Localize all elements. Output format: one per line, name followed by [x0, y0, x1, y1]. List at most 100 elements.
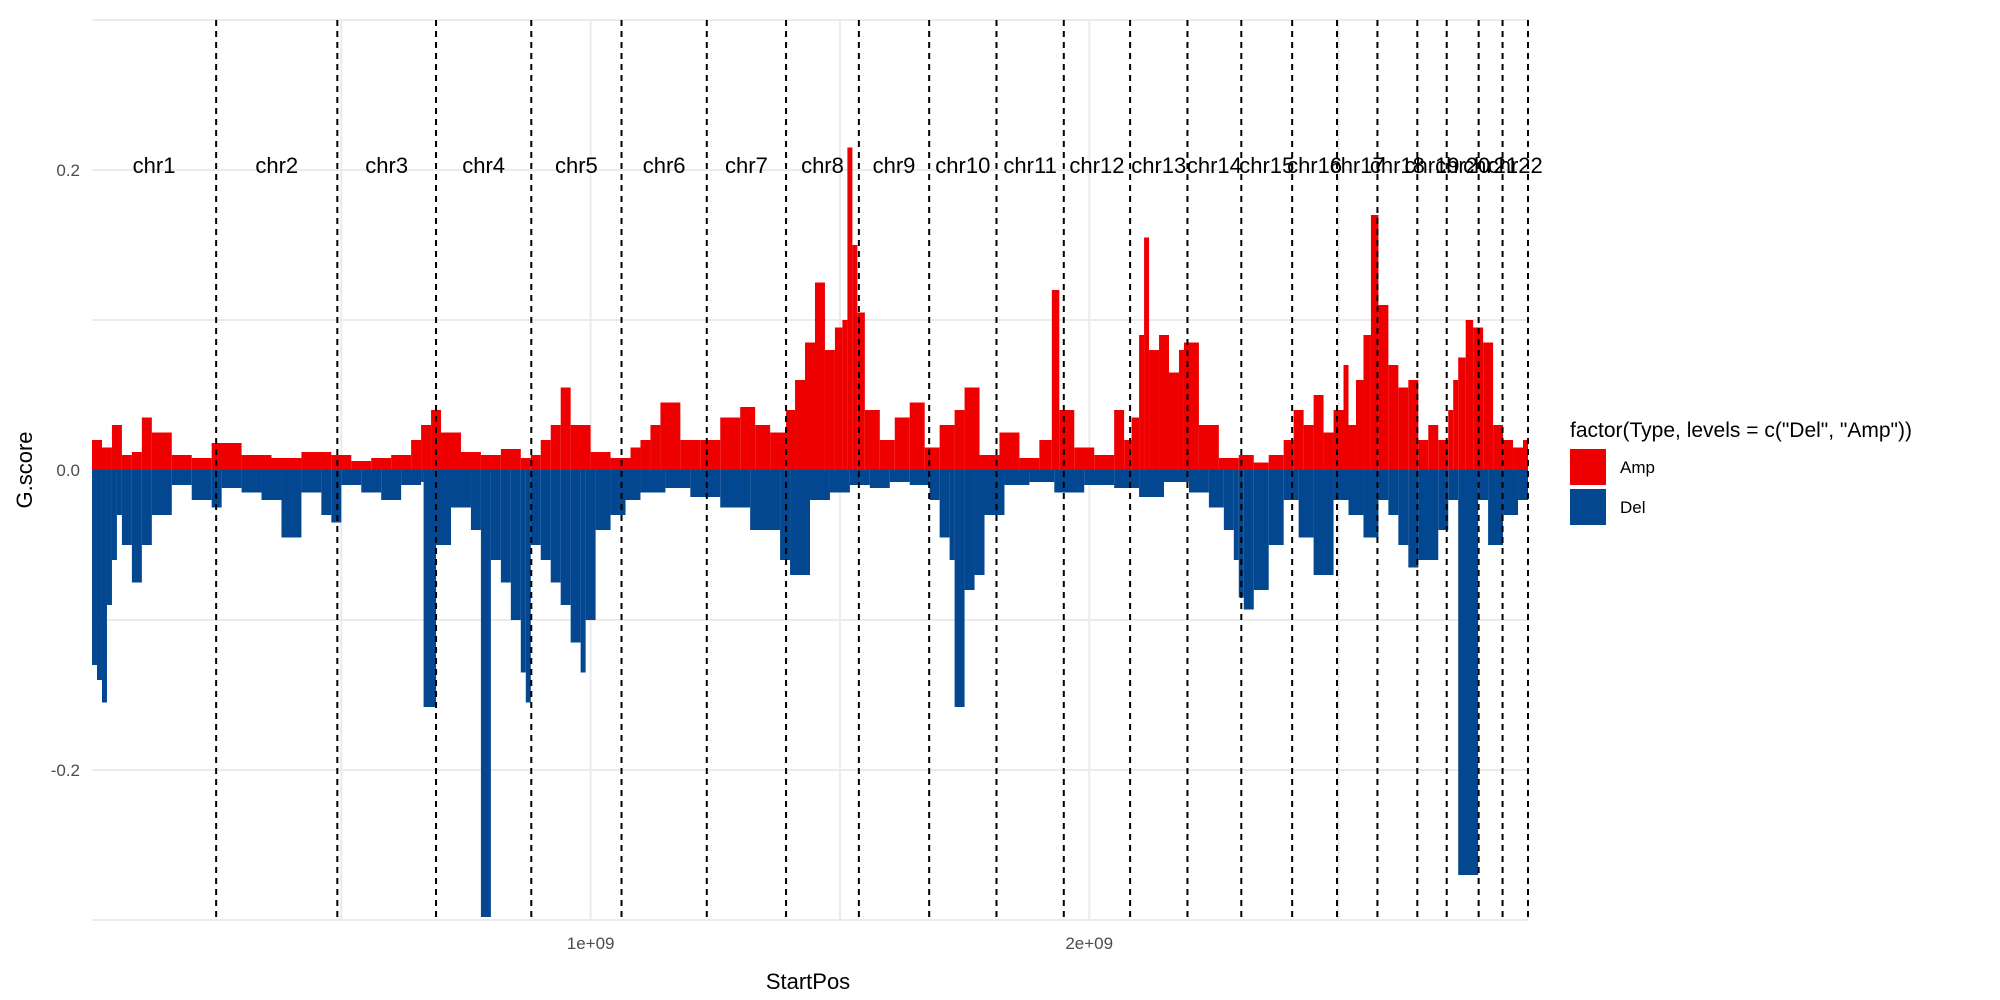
del-bar: [1313, 470, 1334, 575]
amp-bar: [1144, 237, 1150, 470]
del-bar: [191, 470, 212, 500]
legend-swatch: [1570, 449, 1606, 485]
legend-label: Del: [1620, 498, 1646, 517]
amp-bar: [241, 455, 272, 470]
amp-bar: [460, 452, 481, 470]
chromosome-label: chr15: [1239, 153, 1294, 178]
del-bar: [595, 470, 611, 530]
chromosome-label: chr5: [555, 153, 598, 178]
amp-bar: [1124, 440, 1132, 470]
y-axis-ticks: -0.2 0.0 0.2: [51, 161, 80, 780]
amp-bar: [1114, 410, 1125, 470]
del-bar: [1378, 470, 1389, 500]
amp-bar: [770, 432, 787, 470]
del-bar: [984, 470, 1005, 515]
chromosome-label: chr16: [1287, 153, 1342, 178]
chromosome-label: chr7: [725, 153, 768, 178]
del-bar: [111, 470, 117, 560]
amp-bar: [121, 455, 132, 470]
x-tick-label: 2e+09: [1065, 934, 1113, 953]
chromosome-label: chr18: [1370, 153, 1425, 178]
del-bar: [116, 470, 122, 515]
del-bar: [510, 470, 521, 620]
amp-bar: [660, 402, 681, 470]
amp-bar: [1513, 447, 1524, 470]
amp-bar: [1159, 335, 1169, 470]
amp-bar: [1418, 440, 1429, 470]
del-bar: [96, 470, 102, 680]
del-bar: [790, 470, 810, 575]
x-axis-ticks: 1e+09 2e+09: [567, 934, 1113, 953]
del-bar: [421, 470, 424, 482]
del-bar: [964, 470, 975, 590]
amp-bar: [1333, 410, 1344, 470]
amp-bar: [864, 410, 880, 470]
amp-bar: [1408, 380, 1419, 470]
amp-bar: [740, 407, 756, 470]
amp-bar: [755, 425, 771, 470]
del-bar: [321, 470, 332, 515]
amp-bar: [1493, 425, 1504, 470]
del-bar: [849, 470, 870, 485]
amp-bar: [814, 282, 825, 470]
del-bar: [92, 470, 97, 665]
amp-bars: [92, 147, 1528, 470]
amp-bar: [1388, 365, 1399, 470]
chromosome-labels: chr1 chr2 chr3 chr4 chr5 chr6 chr7 chr8 chr9 chr1…: [133, 153, 1543, 178]
amp-bar: [1139, 335, 1145, 470]
del-bar: [1233, 470, 1239, 560]
del-bar: [211, 470, 222, 508]
amp-bar: [101, 447, 112, 470]
del-bar: [625, 470, 641, 500]
amp-bar: [1074, 447, 1095, 470]
amp-bar: [480, 455, 501, 470]
del-bar: [1298, 470, 1314, 538]
amp-bar: [720, 417, 741, 470]
del-bar: [490, 470, 501, 560]
chromosome-label: chr14: [1187, 153, 1242, 178]
del-bar: [401, 470, 422, 485]
amp-bar: [520, 458, 531, 470]
amp-bar: [805, 342, 815, 470]
amp-bar: [191, 458, 212, 470]
amp-bar: [590, 452, 611, 470]
del-bar: [1268, 470, 1284, 545]
del-bar: [451, 470, 471, 508]
amp-bar: [331, 455, 352, 470]
amp-bar: [1051, 290, 1060, 470]
del-bar: [610, 470, 626, 515]
amp-bar: [1198, 425, 1219, 470]
amp-bar: [1303, 425, 1314, 470]
amp-bar: [1131, 417, 1140, 470]
del-bar: [1448, 470, 1459, 500]
amp-bar: [1019, 458, 1040, 470]
del-bar: [436, 470, 451, 545]
amp-bar: [411, 440, 422, 470]
amp-bar: [560, 387, 571, 470]
del-bar: [540, 470, 551, 560]
del-bar: [1458, 470, 1479, 875]
amp-bar: [847, 147, 853, 470]
amp-bar: [1378, 305, 1389, 470]
chromosome-label: chr17: [1330, 153, 1385, 178]
del-bar: [151, 470, 172, 515]
amp-bar: [1503, 440, 1514, 470]
del-bar: [690, 470, 721, 497]
amp-bar: [171, 455, 192, 470]
del-bar: [1518, 470, 1528, 500]
del-bar: [1488, 470, 1504, 545]
del-bar: [423, 470, 437, 707]
del-bar: [1243, 470, 1254, 610]
amp-bar: [92, 440, 102, 470]
amp-bar: [979, 455, 1000, 470]
amp-bar: [824, 350, 835, 470]
del-bar: [221, 470, 242, 488]
del-bar: [1388, 470, 1399, 515]
chromosome-label: chr13: [1131, 153, 1186, 178]
chromosome-label: chr3: [365, 153, 408, 178]
del-bar: [1363, 470, 1379, 538]
amp-bar: [570, 425, 591, 470]
del-bar: [929, 470, 940, 500]
del-bar: [361, 470, 382, 493]
